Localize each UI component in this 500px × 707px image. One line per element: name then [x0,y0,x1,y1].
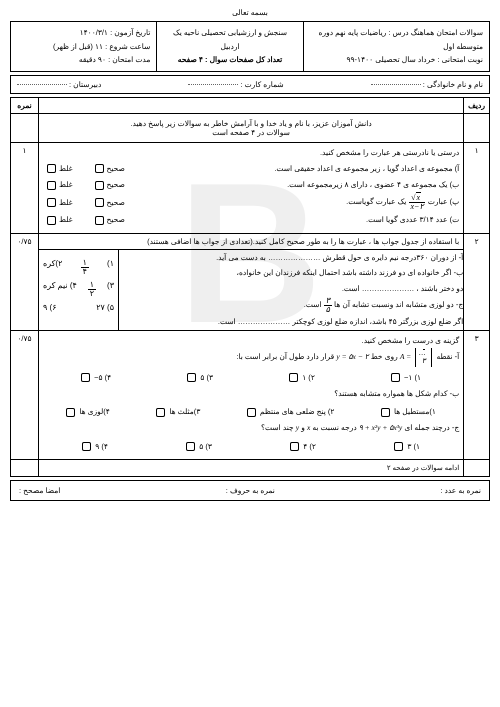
q2-b1: ب- اگر خانواده ای دو فرزند داشته باشد اح… [123,265,463,281]
org-name: سنجش و ارزشیابی تحصیلی ناحیه یک اردبیل [163,26,296,53]
q3p1-c[interactable] [187,373,196,382]
q1d-false-box[interactable] [47,216,56,225]
score-word-label: نمره به حروف : [226,486,275,495]
q3-p2: ب- کدام شکل ها همواره متشابه هستند؟ [43,387,459,401]
intro-line2: سوالات در ۴ صفحه است [44,128,458,137]
col-header-question [39,97,464,113]
intro-line1: دانش آموزان عزیز، با نام و یاد خدا و با … [44,119,458,128]
q1-a: آ) مجموعه ی اعداد گویا ، زیر مجموعه ی اع… [125,162,459,176]
q1a-true-box[interactable] [95,164,104,173]
q2-b2: دو دختر باشند ، ………………… است. [123,281,463,297]
q1-b: ب) یک مجموعه ی ۴ عضوی ، دارای ۸ زیرمجموع… [125,178,459,192]
duration-value: ۹۰ دقیقه [79,55,106,64]
col-header-score: نمره [11,97,39,113]
q3-score: ۰/۷۵ [11,330,39,459]
signature-row: نمره به عدد : نمره به حروف : امضا مصحح : [10,480,490,501]
header-box: سوالات امتحان هماهنگ درس : ریاضیات پایه … [10,21,490,72]
q1c-true-box[interactable] [95,198,104,207]
q2-a: آ- از دوران ۳۶۰درجه نیم دایره ی حول قطرش… [123,250,463,266]
q1-d: ت) عدد ۳/۱۴ عددی گویا است. [125,213,459,227]
q3p2-b[interactable] [247,408,256,417]
q3p2-d[interactable] [66,408,75,417]
q1d-true-box[interactable] [95,216,104,225]
q3p3-b[interactable] [290,442,299,451]
total-pages: تعداد کل صفحات سوال : ۴ صفحه [163,53,296,67]
q1-num: ۱ [464,142,490,233]
date-label: تاریخ آزمون : [110,28,150,37]
q3-prompt: گزینه ی درست را مشخص کنید. [43,334,459,348]
start-label: ساعت شروع : [105,42,150,51]
q1b-true-box[interactable] [95,181,104,190]
q3-cell: گزینه ی درست را مشخص کنید. آ- نقطه A = …… [39,330,464,459]
date-value: ۱۴۰۰/۳/۱ [80,28,108,37]
q2-d: اگر ضلع لوزی بزرگتر ۴۵ باشد، اندازه ضلع … [123,314,463,330]
q1a-true-label: صحیح [107,162,125,176]
questions-table: ردیف نمره دانش آموزان عزیز، با نام و یاد… [10,97,490,477]
exam-term: نوبت امتحانی : خرداد سال تحصیلی ۱۴۰۰-۹۹ [310,53,483,67]
signer-label: امضا مصحح : [19,486,60,495]
q3-p1: آ- نقطه A = …۳ روی خط y = ۵x − ۲ قرار دا… [43,348,459,367]
q1-cell: درستی یا نادرستی هر عبارت را مشخص کنید. … [39,142,464,233]
q3p3-d[interactable] [82,442,91,451]
duration-label: مدت امتحان : [108,55,150,64]
q1-score: ۱ [11,142,39,233]
continue-note: ادامه سوالات در صفحه ۲ [39,459,464,476]
q2-score: ۰/۷۵ [11,233,39,330]
q2-c: ج- دو لوزی متشابه اند ونسبت تشابه آن ها … [123,297,463,314]
name-label: نام و نام خانوادگی : [423,80,483,89]
q2-answer-box: ۱)۱۴۲)کره ۳)۱۲۴) نیم کره ۵) ۲۷۶) ۹ [39,250,119,330]
q2-num: ۲ [464,233,490,330]
q3p1-d[interactable] [81,373,90,382]
q1b-false-box[interactable] [47,181,56,190]
q3p3-c[interactable] [186,442,195,451]
score-num-label: نمره به عدد : [440,486,481,495]
q2-prompt: با استفاده از جدول جواب ها ، عبارت ها را… [39,234,463,250]
q3-num: ۳ [464,330,490,459]
bismillah: بسمه تعالی [10,8,490,17]
q3p1-a[interactable] [391,373,400,382]
q1-c: پ) عبارت xx−۲ یک عبارت گویاست. [125,194,459,211]
q1a-false-label: غلط [59,162,73,176]
q3p3-a[interactable] [394,442,403,451]
q1-prompt: درستی یا نادرستی هر عبارت را مشخص کنید. [43,146,459,160]
school-label: دبیرستان : [69,80,101,89]
q3p2-c[interactable] [156,408,165,417]
intro-cell: دانش آموزان عزیز، با نام و یاد خدا و با … [39,113,464,142]
start-value: ۱۱ (قبل از ظهر) [53,42,103,51]
q2-cell: با استفاده از جدول جواب ها ، عبارت ها را… [39,233,464,330]
student-info-row: نام و نام خانوادگی : شماره کارت : دبیرست… [10,75,490,94]
col-header-row: ردیف [464,97,490,113]
exam-title: سوالات امتحان هماهنگ درس : ریاضیات پایه … [310,26,483,53]
q3p2-a[interactable] [381,408,390,417]
card-label: شماره کارت : [240,80,283,89]
q3p1-b[interactable] [289,373,298,382]
q1a-false-box[interactable] [47,164,56,173]
q3-p3: ج- درچند جمله ای ۹ + x²y + ۵x³y درجه نسب… [43,421,459,435]
q1c-false-box[interactable] [47,198,56,207]
